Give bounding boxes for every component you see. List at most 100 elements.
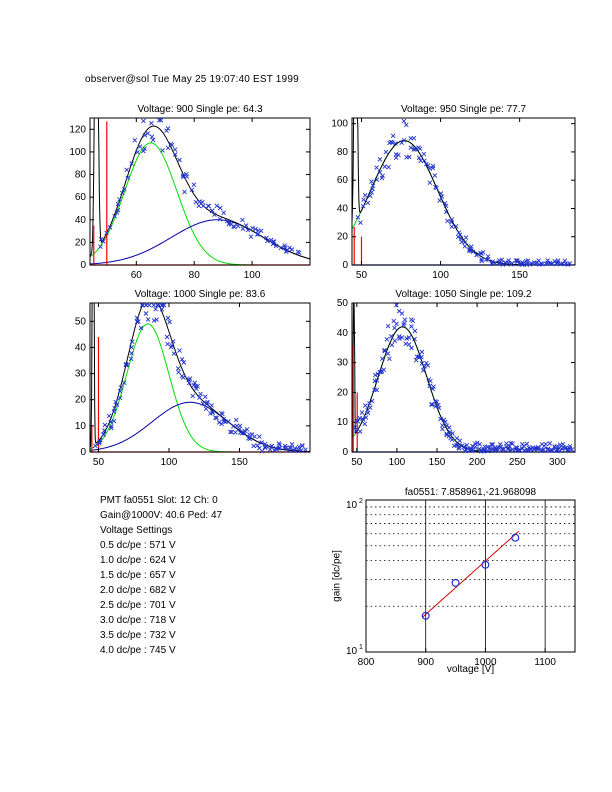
pedestal-cut-lines	[91, 336, 100, 452]
svg-text:100: 100	[432, 270, 449, 281]
svg-text:0: 0	[80, 447, 86, 458]
info-line-1: Gain@1000V: 40.6 Ped: 47	[100, 510, 223, 521]
svg-text:20: 20	[75, 395, 87, 406]
info-line-3: 0.5 dc/pe : 571 V	[100, 540, 176, 551]
fit-curves	[351, 117, 575, 266]
axes-box	[351, 117, 576, 266]
plot-title-voltage-950: Voltage: 950 Single pe: 77.7	[400, 104, 527, 115]
gain-plot-xlabel: voltage [V]	[446, 664, 495, 675]
plot-title-voltage-1000: Voltage: 1000 Single pe: 83.6	[134, 289, 266, 300]
pmt-spectrum-plot-900: 60 80 100 0 20 40 60 80 100 120	[69, 117, 311, 281]
gain-plot-ylabel: gain [dc/pe]	[331, 550, 343, 602]
fit-curves	[89, 302, 311, 453]
gain-fit-line	[422, 530, 520, 618]
svg-text:300: 300	[549, 457, 566, 468]
svg-text:0: 0	[342, 260, 348, 271]
svg-text:40: 40	[75, 215, 87, 226]
svg-text:20: 20	[75, 237, 87, 248]
svg-text:50: 50	[75, 316, 87, 327]
scatter-points	[98, 117, 302, 256]
info-line-8: 3.0 dc/pe : 718 V	[100, 615, 176, 626]
info-line-6: 2.0 dc/pe : 682 V	[100, 585, 176, 596]
fit-curves	[351, 302, 575, 453]
pmt-spectrum-plot-950: 50 100 150 0 20 40 60 80 100	[331, 117, 576, 281]
single-pe-gaussian-curve	[351, 326, 575, 453]
scatter-points	[355, 118, 573, 268]
svg-text:100: 100	[244, 270, 261, 281]
total-fit-curve	[89, 302, 311, 453]
svg-text:150: 150	[231, 457, 248, 468]
scatter-points	[92, 302, 308, 454]
svg-text:60: 60	[75, 192, 87, 203]
svg-text:60: 60	[131, 270, 143, 281]
fit-curves	[89, 117, 311, 266]
svg-text:50: 50	[351, 457, 363, 468]
pedestal-cut-lines	[353, 226, 363, 265]
axis-ticks-and-labels: 50 100 150 0 10 20 30 40 50	[75, 303, 310, 468]
svg-text:50: 50	[356, 270, 368, 281]
info-line-7: 2.5 dc/pe : 701 V	[100, 600, 176, 611]
svg-text:1100: 1100	[534, 657, 556, 668]
svg-text:0: 0	[342, 447, 348, 458]
svg-text:10: 10	[337, 417, 349, 428]
svg-text:40: 40	[337, 203, 349, 214]
info-line-5: 1.5 dc/pe : 657 V	[100, 570, 176, 581]
info-line-0: PMT fa0551 Slot: 12 Ch: 0	[100, 495, 218, 506]
info-line-2: Voltage Settings	[100, 525, 173, 536]
pmt-info-block: PMT fa0551 Slot: 12 Ch: 0 Gain@1000V: 40.…	[100, 493, 222, 658]
single-pe-gaussian-curve	[89, 323, 310, 453]
info-line-4: 1.0 dc/pe : 624 V	[100, 555, 176, 566]
svg-text:80: 80	[337, 147, 349, 158]
svg-text:30: 30	[75, 369, 87, 380]
info-line-9: 3.5 dc/pe : 732 V	[100, 630, 176, 641]
svg-text:100: 100	[69, 147, 86, 158]
svg-text:1: 1	[359, 644, 363, 651]
axis-ticks-and-labels: 50 100 150 0 20 40 60 80 100	[331, 118, 575, 281]
svg-text:40: 40	[75, 342, 87, 353]
svg-text:80: 80	[189, 270, 201, 281]
pedestal-cut-lines	[93, 121, 108, 265]
svg-text:20: 20	[337, 387, 349, 398]
plot-title-voltage-1050: Voltage: 1050 Single pe: 109.2	[395, 289, 532, 300]
svg-text:1000: 1000	[474, 657, 497, 668]
header-timestamp: observer@sol Tue May 25 19:07:40 EST 199…	[85, 74, 299, 85]
plot-title-gain-curve: fa0551: 7.858961,-21.968098	[404, 487, 537, 498]
svg-text:50: 50	[93, 457, 105, 468]
svg-text:40: 40	[337, 328, 349, 339]
axes-box	[365, 499, 576, 653]
grid-lines	[366, 500, 575, 652]
info-line-10: 4.0 dc/pe : 745 V	[100, 645, 176, 656]
svg-text:10: 10	[75, 421, 87, 432]
svg-text:10: 10	[346, 500, 358, 511]
svg-text:100: 100	[331, 119, 348, 130]
pmt-spectrum-plot-1000: 50 100 150 0 10 20 30 40 50	[75, 302, 311, 468]
pmt-spectrum-plot-1050: 50 100 150 200 250 300 0 10 20 30 40 50	[337, 298, 576, 468]
multi-pe-gaussian-curve	[90, 401, 311, 453]
plot-title-voltage-900: Voltage: 900 Single pe: 64.3	[137, 104, 263, 115]
axis-ticks-and-labels: 60 80 100 0 20 40 60 80 100 120	[69, 118, 310, 281]
svg-text:150: 150	[429, 457, 446, 468]
svg-text:2: 2	[359, 498, 363, 505]
axes-box	[89, 117, 311, 266]
multi-pe-gaussian-curve	[89, 219, 311, 265]
svg-text:800: 800	[358, 657, 375, 668]
svg-text:50: 50	[337, 298, 349, 309]
total-fit-curve	[351, 302, 575, 453]
svg-text:20: 20	[337, 232, 349, 243]
scatter-points	[352, 302, 575, 454]
svg-text:100: 100	[161, 457, 178, 468]
svg-text:80: 80	[75, 170, 87, 181]
svg-text:250: 250	[509, 457, 526, 468]
svg-text:10: 10	[346, 646, 358, 657]
axis-ticks-and-labels: 50 100 150 200 250 300 0 10 20 30 40 50	[337, 298, 575, 468]
svg-text:150: 150	[511, 270, 528, 281]
svg-text:0: 0	[80, 260, 86, 271]
axes-box	[351, 302, 576, 453]
svg-text:200: 200	[469, 457, 486, 468]
svg-text:900: 900	[417, 657, 434, 668]
gain-data-points	[421, 533, 520, 620]
svg-text:100: 100	[389, 457, 406, 468]
